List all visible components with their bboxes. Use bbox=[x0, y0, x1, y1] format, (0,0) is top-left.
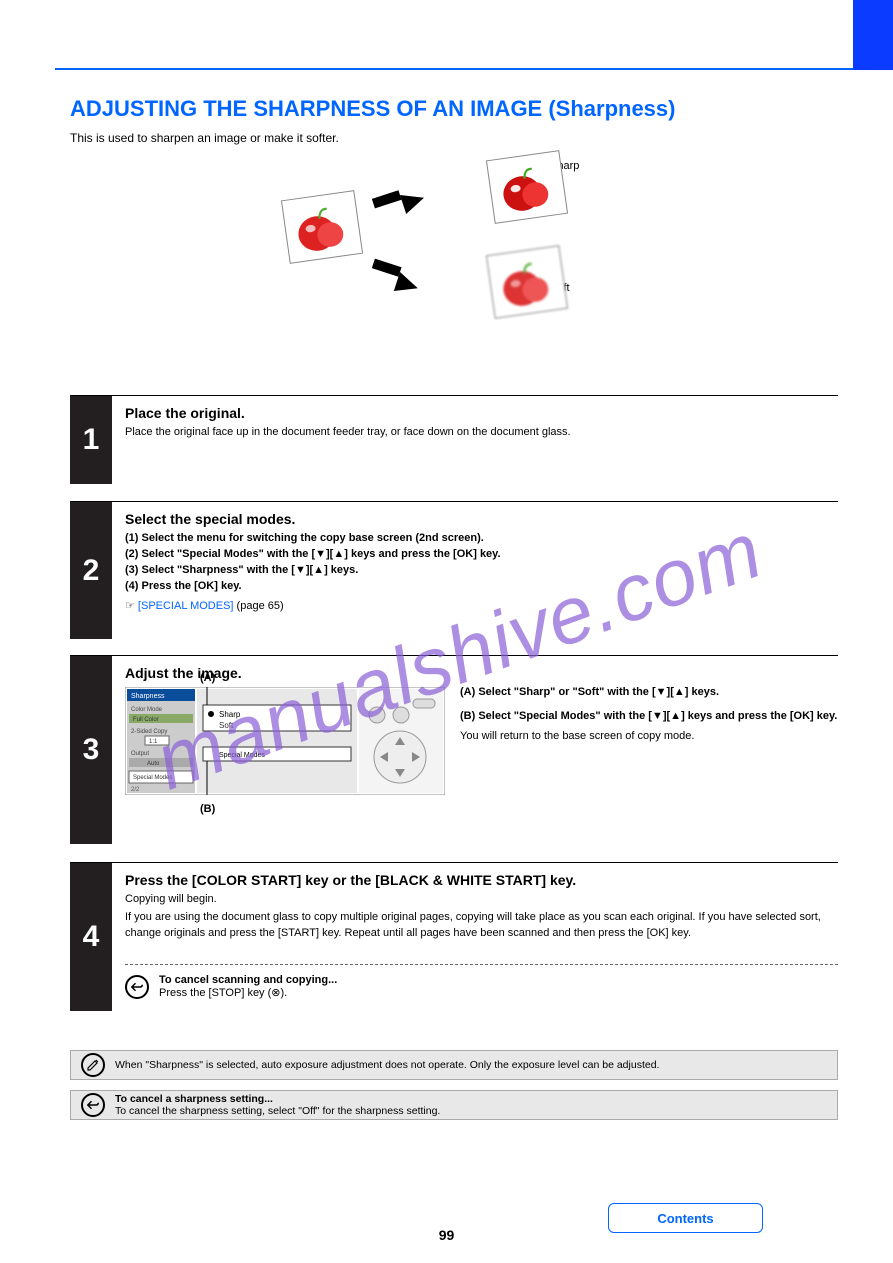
step-line: Copying will begin. bbox=[125, 892, 838, 908]
svg-text:Sharpness: Sharpness bbox=[131, 693, 165, 700]
step-line: (3) Select "Sharpness" with the [▼][▲] k… bbox=[125, 563, 838, 579]
step-title: Place the original. bbox=[125, 405, 245, 421]
link-page: (page 65) bbox=[237, 600, 284, 612]
pencil-icon bbox=[81, 1053, 105, 1077]
step-line: (4) Press the [OK] key. bbox=[125, 579, 838, 595]
step-number: 3 bbox=[70, 656, 112, 844]
step-number: 4 bbox=[70, 863, 112, 1011]
cancel-text: To cancel a sharpness setting... To canc… bbox=[115, 1093, 440, 1117]
svg-text:Sharp: Sharp bbox=[219, 710, 241, 719]
lcd-screenshot: Sharpness Color Mode Full Color 2-Sided … bbox=[125, 687, 445, 795]
cancel-action: Press the [STOP] key (⊗). bbox=[159, 987, 287, 999]
svg-text:Color Mode: Color Mode bbox=[131, 707, 163, 713]
note-box: When "Sharpness" is selected, auto expos… bbox=[70, 1050, 838, 1080]
soft-image bbox=[486, 245, 568, 319]
apple-icon bbox=[487, 246, 567, 317]
step-number: 2 bbox=[70, 502, 112, 639]
apple-icon bbox=[282, 191, 362, 262]
note-text: When "Sharpness" is selected, auto expos… bbox=[115, 1059, 659, 1071]
callout-b: (B) bbox=[200, 803, 215, 815]
contents-button[interactable]: Contents bbox=[608, 1203, 763, 1233]
back-icon bbox=[81, 1093, 105, 1117]
special-modes-link[interactable]: [SPECIAL MODES] bbox=[138, 600, 234, 612]
step-line: If you are using the document glass to c… bbox=[125, 910, 838, 942]
step-3: 3 Adjust the image. Sharpness Color Mode… bbox=[70, 655, 838, 656]
step-rule bbox=[70, 395, 838, 396]
step-rule bbox=[70, 655, 838, 656]
step-line: (2) Select "Special Modes" with the [▼][… bbox=[125, 547, 838, 563]
step-body: (1) Select the menu for switching the co… bbox=[125, 531, 838, 615]
svg-text:2-Sided Copy: 2-Sided Copy bbox=[131, 729, 167, 735]
apple-icon bbox=[487, 151, 567, 222]
step-2: 2 Select the special modes. (1) Select t… bbox=[70, 501, 838, 502]
step-title: Press the [COLOR START] key or the [BLAC… bbox=[125, 872, 576, 888]
svg-text:Special Modes: Special Modes bbox=[133, 775, 172, 781]
original-image bbox=[281, 190, 363, 264]
cancel-label: To cancel scanning and copying... bbox=[159, 974, 337, 986]
step-4: 4 Press the [COLOR START] key or the [BL… bbox=[70, 862, 838, 863]
svg-text:Soft: Soft bbox=[219, 721, 234, 730]
step-body: Copying will begin. If you are using the… bbox=[125, 892, 838, 942]
page-heading: ADJUSTING THE SHARPNESS OF AN IMAGE (Sha… bbox=[70, 96, 675, 122]
step-rule bbox=[70, 862, 838, 863]
header-rule bbox=[55, 68, 893, 70]
dashed-rule bbox=[125, 964, 838, 965]
intro-text: This is used to sharpen an image or make… bbox=[70, 130, 838, 147]
callout-a: (A) bbox=[200, 672, 215, 684]
svg-text:Auto: Auto bbox=[147, 761, 160, 767]
step-rule bbox=[70, 501, 838, 502]
cancel-box: To cancel a sharpness setting... To canc… bbox=[70, 1090, 838, 1120]
step-line: (1) Select the menu for switching the co… bbox=[125, 531, 838, 547]
step-title: Select the special modes. bbox=[125, 511, 295, 527]
step-number: 1 bbox=[70, 396, 112, 484]
sharp-image bbox=[486, 150, 568, 224]
svg-text:Special Modes: Special Modes bbox=[219, 752, 265, 759]
header-block bbox=[853, 0, 893, 70]
step-line: You will return to the base screen of co… bbox=[460, 729, 838, 745]
step-line: (B) Select "Special Modes" with the [▼][… bbox=[460, 709, 838, 725]
svg-text:1:1: 1:1 bbox=[149, 739, 158, 745]
svg-text:2/2: 2/2 bbox=[131, 787, 140, 793]
step-body: (A) Select "Sharp" or "Soft" with the [▼… bbox=[460, 685, 838, 745]
page-number: 99 bbox=[439, 1227, 455, 1243]
step-title: Adjust the image. bbox=[125, 665, 242, 681]
step-1: 1 Place the original. Place the original… bbox=[70, 395, 838, 396]
step-body: Place the original face up in the docume… bbox=[125, 425, 838, 441]
svg-text:Output: Output bbox=[131, 751, 149, 757]
step-line: (A) Select "Sharp" or "Soft" with the [▼… bbox=[460, 685, 838, 701]
svg-text:Full Color: Full Color bbox=[133, 717, 159, 723]
back-icon bbox=[125, 975, 149, 999]
